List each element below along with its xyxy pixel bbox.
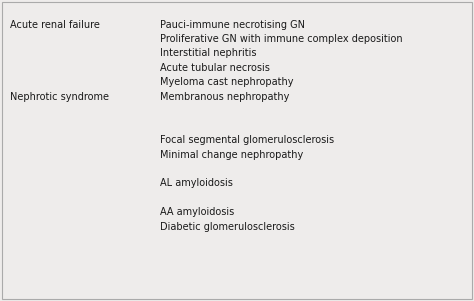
Text: AA amyloidosis: AA amyloidosis [160,207,235,217]
Text: AL amyloidosis: AL amyloidosis [160,178,233,188]
Text: Focal segmental glomerulosclerosis: Focal segmental glomerulosclerosis [160,135,334,145]
Text: Minimal change nephropathy: Minimal change nephropathy [160,150,303,160]
Text: Nephrotic syndrome: Nephrotic syndrome [10,92,109,102]
Text: Diabetic glomerulosclerosis: Diabetic glomerulosclerosis [160,222,295,232]
Text: Acute renal failure: Acute renal failure [10,20,100,29]
Text: Interstitial nephritis: Interstitial nephritis [160,48,257,58]
Text: Proliferative GN with immune complex deposition: Proliferative GN with immune complex dep… [160,34,403,44]
Text: Myeloma cast nephropathy: Myeloma cast nephropathy [160,77,294,87]
Text: Membranous nephropathy: Membranous nephropathy [160,92,290,102]
Text: Acute tubular necrosis: Acute tubular necrosis [160,63,270,73]
FancyBboxPatch shape [2,2,472,299]
Text: Pauci-immune necrotising GN: Pauci-immune necrotising GN [160,20,305,29]
